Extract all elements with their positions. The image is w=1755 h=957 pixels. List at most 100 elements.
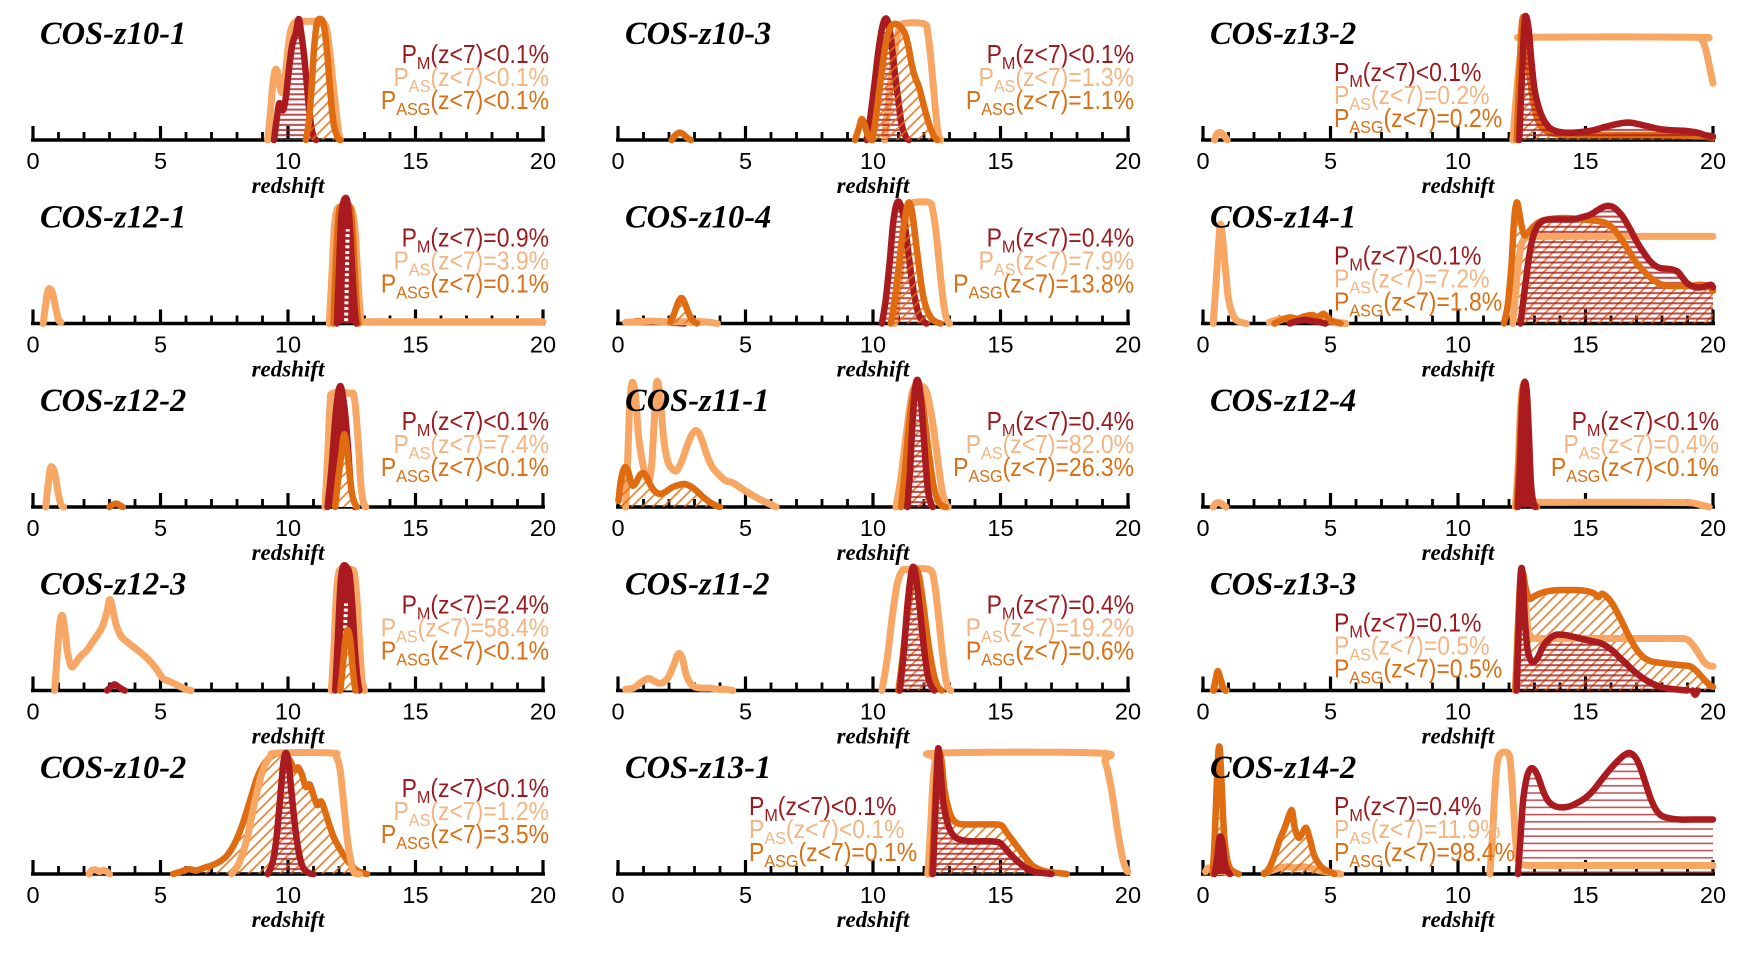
- svg-text:5: 5: [154, 882, 167, 908]
- svg-text:10: 10: [1445, 515, 1471, 541]
- svg-text:15: 15: [1572, 882, 1598, 908]
- svg-text:20: 20: [1700, 699, 1726, 725]
- svg-text:redshift: redshift: [1422, 173, 1495, 198]
- svg-text:PM(z<7)<0.1%: PM(z<7)<0.1%: [402, 408, 549, 440]
- svg-text:0: 0: [611, 699, 624, 725]
- svg-text:15: 15: [987, 882, 1013, 908]
- svg-text:0: 0: [1196, 515, 1209, 541]
- svg-text:20: 20: [530, 515, 556, 541]
- svg-text:redshift: redshift: [1422, 724, 1495, 749]
- svg-text:20: 20: [1700, 882, 1726, 908]
- svg-text:0: 0: [611, 148, 624, 174]
- svg-text:20: 20: [530, 882, 556, 908]
- svg-text:PASG(z<7)=0.1%: PASG(z<7)=0.1%: [749, 839, 917, 871]
- svg-text:10: 10: [860, 515, 886, 541]
- svg-text:5: 5: [739, 148, 752, 174]
- svg-text:20: 20: [1700, 148, 1726, 174]
- svg-text:PAS(z<7)=82.0%: PAS(z<7)=82.0%: [966, 431, 1134, 463]
- svg-text:PASG(z<7)=1.1%: PASG(z<7)=1.1%: [966, 87, 1134, 119]
- svg-text:COS-z11-1: COS-z11-1: [625, 383, 769, 419]
- svg-text:PAS(z<7)=0.4%: PAS(z<7)=0.4%: [1563, 431, 1719, 463]
- svg-text:COS-z11-2: COS-z11-2: [625, 567, 769, 603]
- svg-text:redshift: redshift: [837, 540, 910, 565]
- svg-text:PM(z<7)=2.4%: PM(z<7)=2.4%: [402, 591, 549, 623]
- svg-text:20: 20: [1115, 882, 1141, 908]
- svg-text:PAS(z<7)<0.1%: PAS(z<7)<0.1%: [393, 64, 549, 96]
- svg-text:10: 10: [1445, 699, 1471, 725]
- svg-text:20: 20: [530, 332, 556, 358]
- svg-text:5: 5: [1324, 515, 1337, 541]
- svg-text:5: 5: [739, 882, 752, 908]
- svg-text:COS-z12-4: COS-z12-4: [1210, 383, 1356, 419]
- svg-text:redshift: redshift: [1422, 357, 1495, 382]
- svg-text:0: 0: [1196, 882, 1209, 908]
- svg-text:PASG(z<7)<0.1%: PASG(z<7)<0.1%: [381, 637, 549, 669]
- svg-text:COS-z13-2: COS-z13-2: [1210, 16, 1356, 52]
- svg-text:PM(z<7)=0.4%: PM(z<7)=0.4%: [1334, 793, 1481, 825]
- svg-text:0: 0: [611, 332, 624, 358]
- svg-text:PM(z<7)<0.1%: PM(z<7)<0.1%: [749, 793, 896, 825]
- svg-text:10: 10: [275, 699, 301, 725]
- svg-text:10: 10: [275, 515, 301, 541]
- svg-text:10: 10: [860, 882, 886, 908]
- svg-text:5: 5: [739, 699, 752, 725]
- svg-text:redshift: redshift: [1422, 540, 1495, 565]
- svg-text:5: 5: [739, 515, 752, 541]
- svg-text:PASG(z<7)=0.5%: PASG(z<7)=0.5%: [1334, 655, 1502, 687]
- svg-text:redshift: redshift: [837, 907, 910, 932]
- svg-text:20: 20: [1115, 699, 1141, 725]
- svg-text:COS-z13-1: COS-z13-1: [625, 750, 771, 786]
- svg-text:PAS(z<7)=1.2%: PAS(z<7)=1.2%: [393, 798, 549, 830]
- svg-text:10: 10: [275, 148, 301, 174]
- svg-text:COS-z14-1: COS-z14-1: [1210, 200, 1356, 236]
- svg-text:PAS(z<7)=0.5%: PAS(z<7)=0.5%: [1334, 632, 1490, 664]
- svg-text:20: 20: [1700, 332, 1726, 358]
- svg-text:15: 15: [402, 515, 428, 541]
- svg-text:15: 15: [402, 882, 428, 908]
- svg-text:15: 15: [1572, 332, 1598, 358]
- svg-text:COS-z10-2: COS-z10-2: [40, 750, 186, 786]
- svg-text:5: 5: [1324, 332, 1337, 358]
- svg-text:10: 10: [275, 332, 301, 358]
- svg-text:0: 0: [1196, 699, 1209, 725]
- svg-text:0: 0: [611, 882, 624, 908]
- svg-text:15: 15: [402, 699, 428, 725]
- svg-text:PM(z<7)<0.1%: PM(z<7)<0.1%: [1334, 242, 1481, 274]
- svg-text:PASG(z<7)<0.1%: PASG(z<7)<0.1%: [381, 87, 549, 119]
- svg-text:15: 15: [1572, 515, 1598, 541]
- svg-text:5: 5: [739, 332, 752, 358]
- svg-text:5: 5: [1324, 148, 1337, 174]
- svg-text:redshift: redshift: [252, 907, 325, 932]
- svg-text:PASG(z<7)=13.8%: PASG(z<7)=13.8%: [953, 270, 1134, 302]
- svg-text:15: 15: [1572, 699, 1598, 725]
- svg-text:redshift: redshift: [252, 724, 325, 749]
- svg-text:COS-z12-2: COS-z12-2: [40, 383, 186, 419]
- svg-text:20: 20: [530, 699, 556, 725]
- svg-text:0: 0: [26, 882, 39, 908]
- svg-text:PAS(z<7)=1.3%: PAS(z<7)=1.3%: [978, 64, 1134, 96]
- svg-text:0: 0: [26, 332, 39, 358]
- svg-text:5: 5: [154, 515, 167, 541]
- svg-text:redshift: redshift: [837, 173, 910, 198]
- svg-text:PASG(z<7)=1.8%: PASG(z<7)=1.8%: [1334, 288, 1502, 320]
- svg-text:15: 15: [987, 148, 1013, 174]
- svg-text:5: 5: [154, 699, 167, 725]
- svg-text:10: 10: [860, 332, 886, 358]
- svg-text:15: 15: [1572, 148, 1598, 174]
- svg-text:0: 0: [1196, 332, 1209, 358]
- svg-text:redshift: redshift: [252, 357, 325, 382]
- svg-text:COS-z14-2: COS-z14-2: [1210, 750, 1356, 786]
- svg-text:COS-z13-3: COS-z13-3: [1210, 567, 1356, 603]
- svg-text:10: 10: [860, 699, 886, 725]
- svg-text:15: 15: [402, 332, 428, 358]
- svg-text:redshift: redshift: [837, 724, 910, 749]
- svg-text:15: 15: [987, 515, 1013, 541]
- svg-text:PASG(z<7)=26.3%: PASG(z<7)=26.3%: [953, 454, 1134, 486]
- svg-text:5: 5: [1324, 699, 1337, 725]
- svg-text:10: 10: [1445, 148, 1471, 174]
- svg-text:0: 0: [26, 699, 39, 725]
- svg-text:10: 10: [275, 882, 301, 908]
- svg-text:0: 0: [26, 148, 39, 174]
- svg-text:15: 15: [987, 332, 1013, 358]
- svg-text:20: 20: [530, 148, 556, 174]
